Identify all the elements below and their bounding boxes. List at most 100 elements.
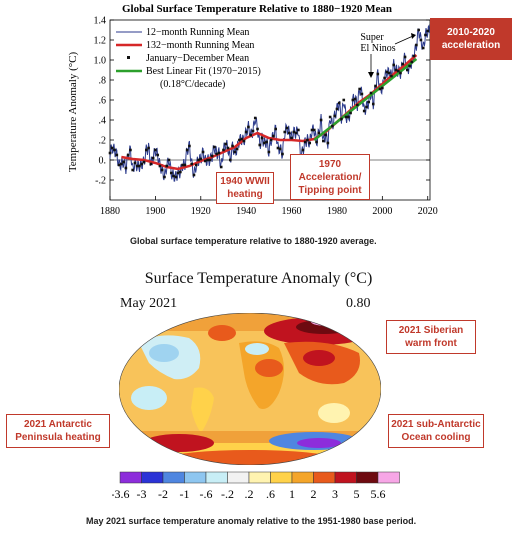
annual-mean-point	[283, 130, 287, 134]
y-axis-ticks: -.2 0. .2 .4 .6 .8 1.0 1.2 1.4	[94, 16, 430, 187]
annual-mean-point	[169, 171, 173, 175]
annual-mean-point	[396, 69, 400, 73]
annual-mean-point	[394, 68, 398, 72]
annual-mean-point	[356, 103, 359, 107]
annual-mean-point	[147, 146, 150, 150]
annual-mean-point	[228, 158, 232, 162]
annual-mean-point	[406, 68, 409, 72]
annual-mean-point	[303, 140, 307, 144]
annual-mean-point	[113, 148, 116, 152]
annual-mean-point	[346, 115, 350, 119]
annual-mean-point	[133, 161, 137, 165]
map-title: Surface Temperature Anomaly (°C)	[144, 270, 373, 287]
map-mean-anomaly: 0.80	[346, 296, 371, 311]
top-caption: Global surface temperature relative to 1…	[130, 236, 377, 246]
scale-swatch	[184, 471, 207, 484]
scale-swatch	[313, 471, 336, 484]
annual-mean-point	[192, 173, 196, 177]
scale-label: -.2	[221, 487, 234, 501]
x-tick-label: 1900	[145, 206, 165, 217]
annual-mean-point	[247, 125, 250, 129]
y-axis-label: Temperature Anomaly (°C)	[67, 52, 79, 173]
annual-mean-point	[335, 107, 339, 111]
annual-mean-point	[424, 33, 427, 37]
annual-mean-point	[322, 139, 325, 143]
arctic-band	[119, 313, 381, 331]
annual-mean-point	[287, 131, 291, 135]
annual-mean-point	[115, 153, 119, 157]
scale-label: 5.6	[371, 487, 386, 501]
el-nino-arrowhead-1998	[368, 72, 374, 78]
annual-mean-point	[124, 166, 128, 170]
scale-label: .2	[245, 487, 254, 501]
annual-mean-point	[158, 164, 162, 168]
scale-swatch	[227, 471, 250, 484]
temperature-line-chart: Global Surface Temperature Relative to 1…	[67, 3, 438, 217]
annual-mean-point	[201, 150, 205, 154]
annual-mean-point	[204, 159, 207, 163]
annual-mean-point	[256, 127, 259, 131]
legend-label-fit-rate: (0.18°C/decade)	[160, 79, 225, 90]
annual-mean-point	[108, 151, 112, 155]
annual-mean-point	[208, 158, 212, 162]
annual-mean-point	[319, 118, 323, 122]
scale-label: 3	[332, 487, 338, 501]
color-scale: -3.6 -3 -2 -1 -.6 -.2 .2 .6 1 2 3 5 5.6	[112, 471, 400, 501]
annual-mean-point	[240, 137, 243, 141]
y-tick-label: 1.4	[94, 16, 107, 27]
scale-swatch	[205, 471, 228, 484]
y-tick-label: .8	[99, 76, 107, 87]
annual-mean-point	[349, 111, 352, 115]
scale-label: .6	[266, 487, 275, 501]
annual-mean-point	[369, 91, 373, 95]
annual-mean-point	[226, 146, 230, 150]
legend-label-12month: 12−month Running Mean	[146, 27, 249, 38]
annual-mean-point	[310, 128, 314, 132]
annual-mean-point	[267, 150, 271, 154]
anomaly-map	[119, 313, 381, 465]
annual-mean-point	[206, 158, 209, 162]
annual-mean-point	[408, 64, 411, 68]
x-tick-label: 1960	[282, 206, 302, 217]
annual-mean-point	[412, 54, 416, 58]
annual-mean-point	[231, 144, 234, 148]
annual-mean-point	[131, 168, 134, 172]
annual-mean-point	[381, 86, 384, 90]
scale-swatch	[141, 471, 164, 484]
legend-swatch-annual	[127, 56, 130, 59]
annual-mean-point	[278, 147, 282, 151]
annual-mean-point	[360, 92, 364, 96]
annual-mean-point	[190, 162, 194, 166]
super-el-ninos-label-line2: El Ninos	[360, 43, 395, 54]
y-tick-label: 1.0	[94, 56, 107, 67]
scale-swatch	[248, 471, 271, 484]
annual-mean-point	[172, 174, 175, 178]
australia	[318, 403, 350, 423]
annual-mean-point	[274, 127, 277, 131]
scale-swatch	[377, 471, 400, 484]
scale-swatch	[334, 471, 357, 484]
annual-mean-point	[149, 162, 153, 166]
annual-mean-point	[312, 128, 316, 132]
annual-mean-point	[165, 164, 169, 168]
annual-mean-point	[378, 87, 382, 91]
annual-mean-point	[362, 109, 366, 113]
scale-label: -3.6	[112, 487, 130, 501]
annual-mean-point	[135, 164, 139, 168]
annual-mean-point	[244, 130, 248, 134]
annual-mean-point	[426, 29, 430, 33]
super-el-ninos-label-line1: Super	[360, 32, 384, 43]
annual-mean-point	[358, 87, 361, 91]
callout-1940-wwii: 1940 WWII heating	[216, 172, 274, 204]
annual-mean-point	[337, 101, 341, 105]
annual-mean-point	[181, 163, 184, 167]
callout-sub-antarctic-cooling: 2021 sub-Antarctic Ocean cooling	[388, 414, 484, 448]
north-africa-warm	[255, 359, 283, 377]
annual-mean-point	[219, 165, 223, 169]
annual-mean-point	[260, 136, 264, 140]
annual-mean-point	[403, 55, 407, 59]
annual-mean-point	[308, 141, 312, 145]
callout-2010-2020: 2010-2020 acceleration	[430, 18, 512, 60]
annual-mean-point	[290, 136, 293, 140]
annual-mean-point	[265, 140, 268, 144]
